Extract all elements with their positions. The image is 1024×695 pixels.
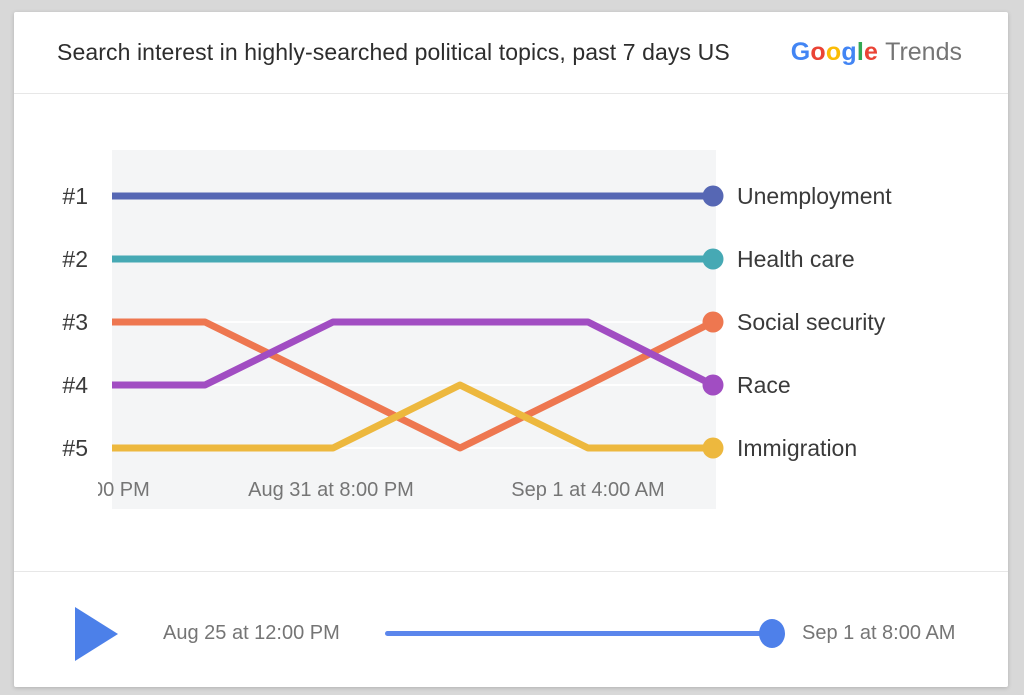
timeline-start-label: Aug 25 at 12:00 PM	[163, 622, 340, 644]
rank-axis-label-2: #2	[62, 246, 88, 272]
card-header: Search interest in highly-searched polit…	[14, 12, 1008, 93]
x-tick-sep1-4am: Sep 1 at 4:00 AM	[511, 479, 665, 501]
chart-plot-area[interactable]	[112, 150, 716, 509]
rank-axis-label-5: #5	[62, 435, 88, 461]
trends-wordmark: Trends	[885, 38, 962, 66]
series-label-health-care: Health care	[737, 246, 855, 272]
rank-axis-label-1: #1	[62, 183, 88, 209]
google-trends-logo[interactable]: Google Trends	[791, 38, 962, 67]
timeline-end-label: Sep 1 at 8:00 AM	[802, 622, 956, 644]
play-button[interactable]	[75, 607, 118, 661]
google-wordmark-icon: Google	[790, 38, 879, 66]
rank-axis-label-4: #4	[62, 372, 88, 398]
rank-axis-label-3: #3	[62, 309, 88, 335]
timeline-slider-track[interactable]	[385, 631, 771, 636]
series-label-unemployment: Unemployment	[737, 183, 892, 209]
series-label-immigration: Immigration	[737, 435, 858, 461]
player-divider	[14, 571, 1008, 572]
x-tick-aug31-8pm: Aug 31 at 8:00 PM	[248, 479, 414, 501]
timeline-slider-handle[interactable]	[759, 619, 785, 648]
page-title: Search interest in highly-searched polit…	[57, 39, 730, 65]
series-label-race: Race	[737, 372, 791, 398]
series-label-social-security: Social security	[737, 309, 886, 335]
trends-card: Search interest in highly-searched polit…	[14, 12, 1008, 687]
x-tick-clipped: 00 PM	[98, 477, 164, 503]
x-tick-clipped-text: 00 PM	[98, 479, 150, 501]
header-divider	[14, 93, 1008, 94]
